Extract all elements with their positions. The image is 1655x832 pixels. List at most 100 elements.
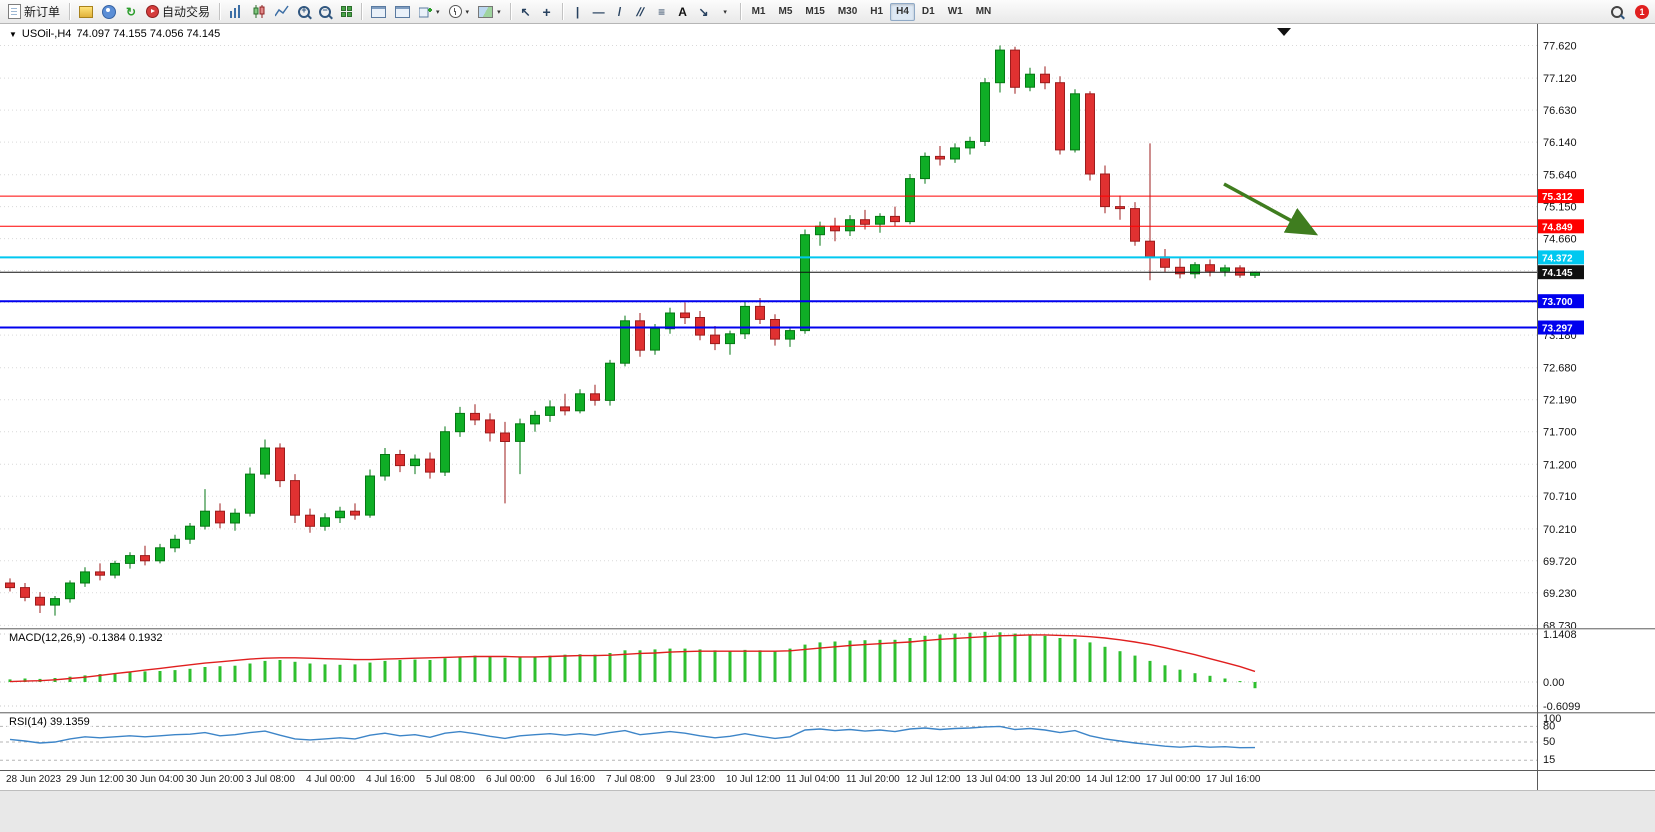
timeframe-group: M1 M5 M15 M30 H1 H4 D1 W1 MN xyxy=(746,2,998,21)
new-order-icon xyxy=(8,4,21,19)
svg-text:73.700: 73.700 xyxy=(1542,297,1573,308)
chevron-down-icon: ▾ xyxy=(723,8,727,16)
tile-windows-button[interactable] xyxy=(336,2,356,22)
macd-grid: 1.1408 0.00 -0.6099 xyxy=(0,630,1580,712)
timeframe-button-MN[interactable]: MN xyxy=(970,3,998,21)
pane-splitter[interactable] xyxy=(0,712,1655,714)
window-icon xyxy=(395,5,411,18)
toolbar-separator xyxy=(69,3,71,20)
svg-text:69.720: 69.720 xyxy=(1543,556,1577,568)
search-button[interactable] xyxy=(1607,2,1627,22)
timeframe-button-M1[interactable]: M1 xyxy=(746,3,772,21)
arrows-tool-button[interactable]: ↘ xyxy=(694,2,714,22)
time-axis[interactable]: 28 Jun 2023 29 Jun 12:00 30 Jun 04:00 30 Ju… xyxy=(0,771,1655,790)
svg-text:70.210: 70.210 xyxy=(1543,524,1577,536)
channel-button[interactable]: // xyxy=(631,2,651,22)
candlestick-chart-button[interactable] xyxy=(248,2,270,22)
price-tag: 75.312 xyxy=(1538,189,1584,204)
fibonacci-button[interactable]: ≡ xyxy=(652,2,672,22)
zoom-out-icon: − xyxy=(319,5,332,18)
macd-canvas[interactable]: 1.1408 0.00 -0.6099 xyxy=(0,630,1655,712)
candles xyxy=(5,45,1260,616)
main-chart-canvas[interactable]: 77.620 77.120 76.630 76.140 75.640 75.150 74.6… xyxy=(0,24,1655,628)
price-tag: 73.700 xyxy=(1538,294,1584,309)
toolbar-separator xyxy=(561,3,563,20)
collapse-triangle-icon[interactable]: ▼ xyxy=(9,29,17,39)
timeframe-button-W1[interactable]: W1 xyxy=(942,3,969,21)
new-order-button[interactable]: 新订单 xyxy=(4,2,64,22)
zoom-in-icon: + xyxy=(298,5,311,18)
zoom-out-button[interactable]: − xyxy=(315,2,335,22)
svg-text:15: 15 xyxy=(1543,754,1555,766)
templates-dropdown[interactable]: ▾ xyxy=(474,2,505,22)
cursor-button[interactable]: ↖ xyxy=(516,2,536,22)
chart-title: ▼ USOil-,H4 74.097 74.155 74.056 74.145 xyxy=(7,28,223,40)
bottom-strip xyxy=(0,790,1655,832)
toolbar-separator xyxy=(509,3,511,20)
cascade-windows-button[interactable] xyxy=(391,2,414,22)
bar-chart-button[interactable] xyxy=(225,2,247,22)
notification-badge[interactable]: 1 xyxy=(1635,4,1649,19)
timeframe-button-D1[interactable]: D1 xyxy=(916,3,941,21)
svg-text:72.190: 72.190 xyxy=(1543,395,1577,407)
rsi-pane: 100 80 50 15 xyxy=(0,714,1655,770)
time-axis-label: 7 Jul 08:00 xyxy=(606,774,655,785)
shapes-dropdown[interactable]: ▾ xyxy=(715,2,735,22)
time-axis-label: 17 Jul 00:00 xyxy=(1146,774,1201,785)
time-axis-label: 5 Jul 08:00 xyxy=(426,774,475,785)
toolbar-separator xyxy=(739,3,741,20)
time-axis-label: 29 Jun 12:00 xyxy=(66,774,124,785)
horizontal-line-button[interactable]: — xyxy=(589,2,609,22)
trend-arrow[interactable] xyxy=(1223,182,1319,236)
time-axis-label: 17 Jul 16:00 xyxy=(1206,774,1261,785)
refresh-button[interactable]: ↻ xyxy=(121,2,141,22)
template-icon xyxy=(478,5,494,18)
community-button[interactable] xyxy=(98,2,120,22)
crosshair-button[interactable]: + xyxy=(537,2,557,22)
svg-text:-0.6099: -0.6099 xyxy=(1543,701,1580,712)
profiles-dropdown[interactable]: ▾ xyxy=(445,2,474,22)
svg-text:74.145: 74.145 xyxy=(1542,268,1573,279)
vertical-line-button[interactable]: | xyxy=(568,2,588,22)
arrange-windows-button[interactable] xyxy=(367,2,390,22)
search-icon xyxy=(1611,5,1623,18)
svg-text:75.150: 75.150 xyxy=(1543,202,1577,214)
clock-icon xyxy=(448,5,462,18)
chevron-down-icon: ▾ xyxy=(465,8,470,16)
toolbar-separator xyxy=(219,3,221,20)
text-tool-icon: A xyxy=(678,4,687,19)
autotrading-icon xyxy=(146,5,160,18)
timeframe-button-H4[interactable]: H4 xyxy=(890,2,915,21)
rsi-label: RSI(14) 39.1359 xyxy=(7,716,92,728)
chart-shift-marker[interactable] xyxy=(1277,28,1291,36)
new-chart-dropdown[interactable]: ▾ xyxy=(415,2,444,22)
new-order-label: 新订单 xyxy=(24,5,61,19)
time-axis-label: 14 Jul 12:00 xyxy=(1086,774,1141,785)
zoom-in-button[interactable]: + xyxy=(294,2,314,22)
timeframe-button-M15[interactable]: M15 xyxy=(799,3,830,21)
trendline-icon: / xyxy=(617,4,622,19)
price-axis-border xyxy=(1537,24,1538,790)
pane-splitter[interactable] xyxy=(0,628,1655,630)
timeframe-button-M30[interactable]: M30 xyxy=(832,3,863,21)
toolbar-right-group: 1 xyxy=(1607,2,1649,22)
timeframe-button-M5[interactable]: M5 xyxy=(772,3,798,21)
time-axis-label: 6 Jul 00:00 xyxy=(486,774,535,785)
autotrading-button[interactable]: 自动交易 xyxy=(142,2,214,22)
svg-text:77.620: 77.620 xyxy=(1543,41,1577,53)
trendline-button[interactable]: / xyxy=(610,2,630,22)
rsi-line xyxy=(9,725,1256,749)
time-axis-label: 4 Jul 16:00 xyxy=(366,774,415,785)
metaeditor-button[interactable] xyxy=(75,2,97,22)
time-axis-label: 13 Jul 20:00 xyxy=(1026,774,1081,785)
svg-text:50: 50 xyxy=(1543,736,1555,748)
line-chart-button[interactable] xyxy=(271,2,293,22)
text-button[interactable]: A xyxy=(673,2,693,22)
vertical-line-icon: | xyxy=(575,4,580,19)
timeframe-button-H1[interactable]: H1 xyxy=(864,3,889,21)
svg-text:80: 80 xyxy=(1543,720,1555,732)
person-icon xyxy=(102,4,117,19)
price-tag: 74.849 xyxy=(1538,219,1584,234)
fibonacci-icon: ≡ xyxy=(658,4,666,19)
